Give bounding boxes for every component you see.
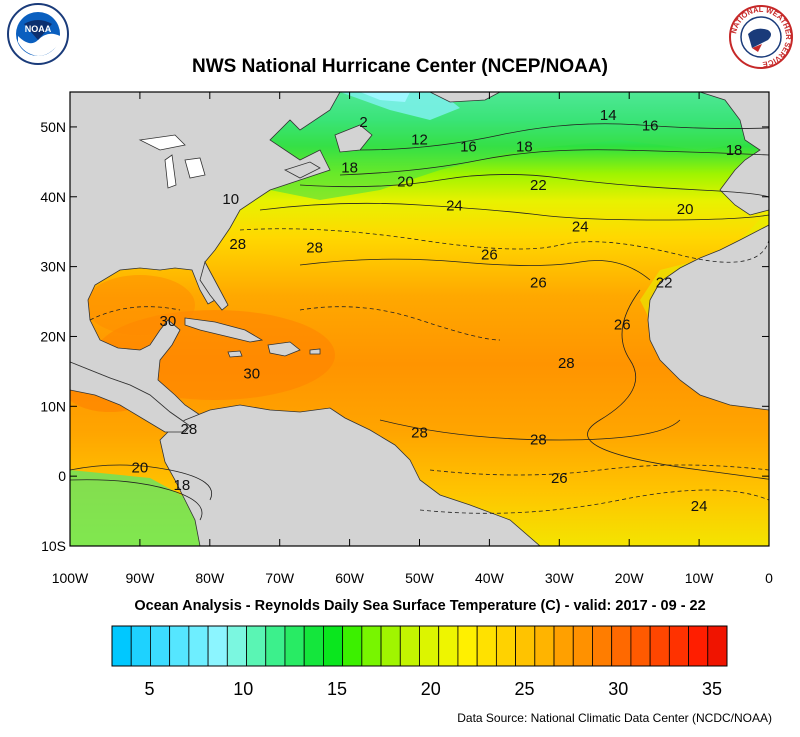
cold-labrador-core [360,92,410,102]
lon-tick-label: 70W [265,570,295,586]
land-florida [199,260,229,311]
land-newfoundland [334,124,373,153]
contour-label: 10 [222,191,239,208]
contour-label: 22 [530,177,547,194]
lon-tick-label: 40W [475,570,505,586]
contour-label: 28 [530,432,547,449]
lon-tick-label: 10W [685,570,715,586]
lon-tick-label: 30W [545,570,575,586]
lake-huron [184,157,206,179]
contour-label: 26 [614,316,631,333]
contour-label: 28 [306,240,323,257]
land-africa [647,224,769,411]
lat-tick-label: 10S [41,538,66,554]
contour-label: 24 [446,198,463,215]
cool-pacific-tongue [70,470,205,546]
lake-superior [138,134,186,151]
lat-tick-label: 40N [40,189,66,205]
lat-tick-label: 20N [40,328,66,344]
noaa-logo-text: NOAA [25,24,52,34]
contour-label: 18 [516,138,533,155]
contour-label: 26 [551,470,568,487]
contour-label: 16 [460,138,477,155]
lon-tick-label: 100W [52,570,89,586]
contour-label: 12 [411,131,428,148]
contour-label: 18 [726,142,743,159]
lake-michigan [164,154,177,189]
contour-label: 20 [397,173,414,190]
contour-label: 24 [691,498,708,515]
contour-label: 14 [600,107,617,124]
warm-pool-gulf [85,275,195,335]
lat-tick-label: 0 [58,468,66,484]
noaa-logo-icon: NOAA [7,3,69,65]
contour-label: 16 [642,117,659,134]
contour-label: 28 [229,236,246,253]
lon-tick-label: 60W [335,570,365,586]
contour-label: 20 [677,201,694,218]
land-europe [699,92,769,216]
land-puerto-rico [309,348,321,355]
data-source: Data Source: National Climatic Data Cent… [457,711,772,725]
contour-label: 22 [656,275,673,292]
contour-label: 28 [558,355,575,372]
contour-label: 26 [530,275,547,292]
contour-label: 28 [411,425,428,442]
lat-tick-label: 10N [40,398,66,414]
cold-labrador [340,92,460,120]
lon-tick-label: 20W [615,570,645,586]
land-south-america [159,404,541,546]
nws-logo-icon: NATIONAL WEATHER SERVICE [729,5,793,69]
map-subtitle: Ocean Analysis - Reynolds Daily Sea Surf… [134,598,706,614]
contour-label: 30 [243,365,260,382]
lat-tick-label: 50N [40,119,66,135]
lon-tick-label: 50W [405,570,435,586]
land-nova-scotia [283,161,321,179]
land-jamaica [227,350,243,358]
contour-label: 18 [341,159,358,176]
land-greenland [429,92,501,103]
isotherm-lines [70,123,769,521]
contour-label: 30 [160,313,177,330]
page-title: NWS National Hurricane Center (NCEP/NOAA… [192,56,608,77]
contour-label: 24 [572,219,589,236]
land-central-america [70,361,191,433]
land-hispaniola [267,341,301,357]
contour-label: 28 [180,421,197,438]
land-cuba [184,317,264,343]
contour-label: 20 [132,460,149,477]
contour-label: 2 [359,114,367,131]
contour-label: 18 [173,477,190,494]
contour-label: 26 [481,247,498,264]
lon-tick-label: 90W [126,570,156,586]
lat-tick-label: 30N [40,259,66,275]
lon-tick-label: 80W [195,570,225,586]
lon-tick-label: 0 [765,570,773,586]
